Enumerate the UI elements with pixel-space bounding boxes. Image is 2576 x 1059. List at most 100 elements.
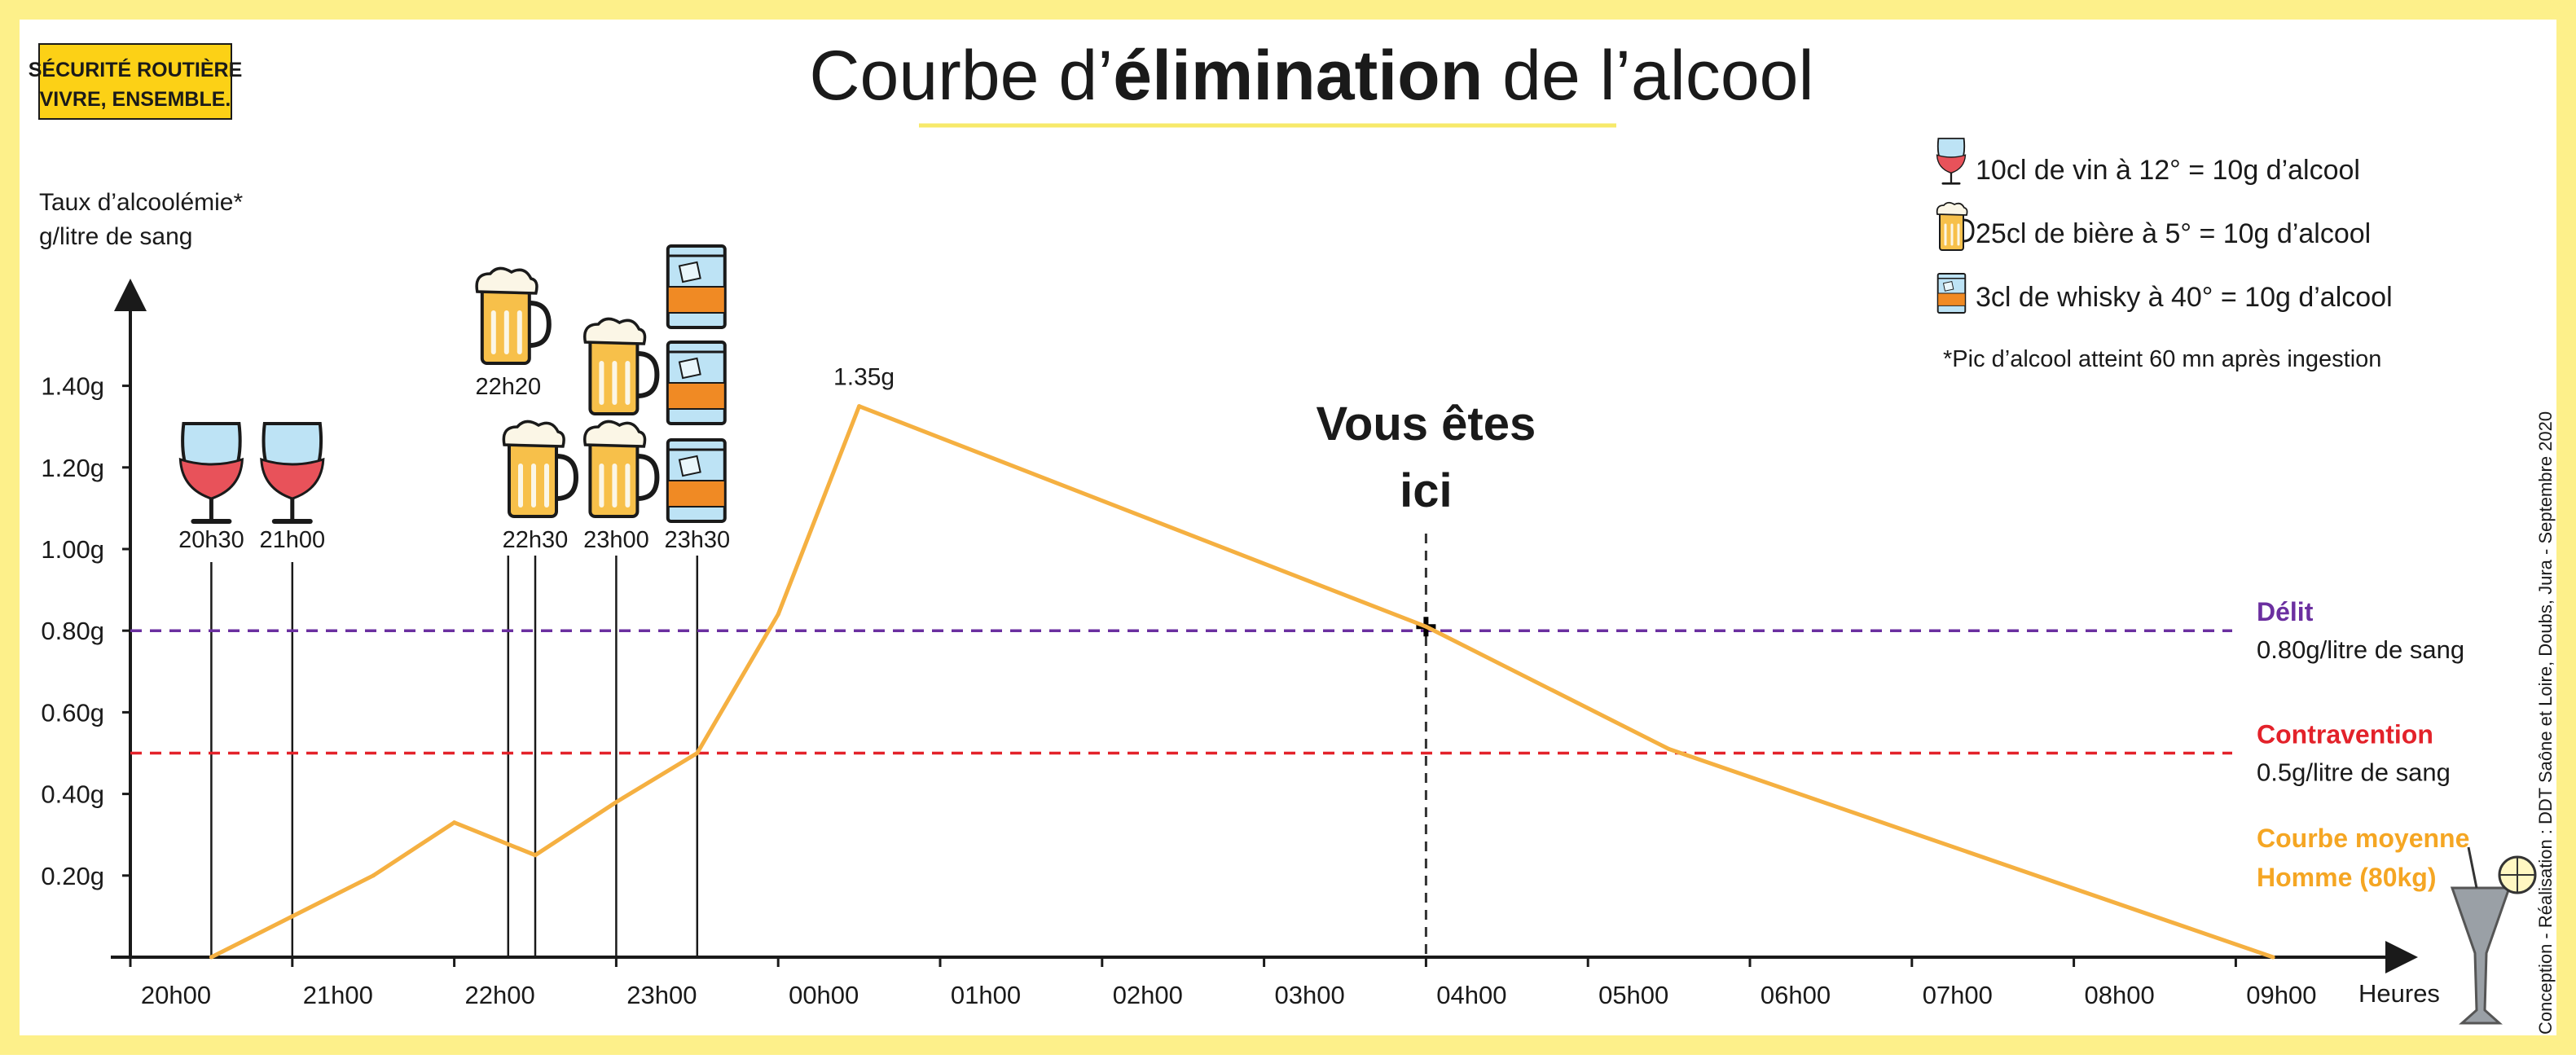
whisky-liquid [666, 382, 726, 410]
x-tick-label: 07h00 [1923, 981, 1993, 1009]
whisky-liquid [1937, 292, 1966, 306]
title-part1: Courbe d’ [809, 37, 1113, 115]
y-tick-label: 0.40g [41, 780, 104, 809]
y-tick-label: 0.80g [41, 617, 104, 645]
x-tick-label: 00h00 [789, 981, 859, 1009]
series-line-homme-80kg [210, 404, 2274, 960]
whisky-liquid [666, 286, 726, 314]
x-tick-label: 05h00 [1598, 981, 1668, 1009]
series-point [776, 612, 780, 617]
series-layer [209, 404, 2275, 960]
series-point [2270, 955, 2275, 960]
x-tick-label: 23h00 [626, 981, 697, 1009]
series-point [209, 955, 213, 960]
x-tick-label: 08h00 [2084, 981, 2154, 1009]
beer-handle [637, 351, 660, 398]
series-point [533, 853, 538, 858]
beer-mug-icon [1936, 201, 1975, 251]
y-axis-label-line2: g/litre de sang [39, 223, 192, 250]
beer-drink-icon: 22h30 [502, 420, 579, 553]
wine-drink-icon: 21h00 [259, 422, 325, 553]
drink-time-label: 21h00 [259, 527, 325, 553]
content-area [20, 20, 2556, 1035]
beer-drink-icon: 23h00 [583, 317, 660, 553]
series-point [695, 751, 700, 755]
wine-liquid [260, 457, 325, 500]
legend-wine: 10cl de vin à 12° = 10g d’alcool [1976, 155, 2360, 186]
drink-time-label: 22h20 [475, 374, 541, 400]
whisky-ice [678, 357, 701, 380]
whisky-glass-icon [1936, 273, 1967, 314]
drink-time-label: 20h30 [178, 527, 244, 553]
x-tick-label: 02h00 [1113, 981, 1183, 1009]
series-legend-line1: Courbe moyenne [2257, 824, 2469, 853]
legend-whisky: 3cl de whisky à 40° = 10g d’alcool [1976, 282, 2393, 313]
series-point [857, 404, 862, 409]
threshold-sublabel: 0.80g/litre de sang [2257, 635, 2464, 664]
y-tick-label: 1.20g [41, 454, 104, 482]
series-point [1423, 624, 1428, 629]
threshold-lines: Délit 0.80g/litre de sang Contravention 0.5… [130, 597, 2464, 787]
series-point [452, 820, 457, 825]
here-label-line2: ici [1400, 464, 1453, 517]
legend-beer: 25cl de bière à 5° = 10g d’alcool [1976, 218, 2371, 249]
title-part2: de l’alcool [1483, 37, 1813, 115]
series-legend-line2: Homme (80kg) [2257, 863, 2437, 892]
wine-liquid [1936, 154, 1967, 174]
beer-handle [1963, 218, 1975, 243]
threshold-label: Contravention [2257, 720, 2433, 749]
whisky-ice [1942, 280, 1954, 292]
beer-handle [637, 454, 660, 501]
y-tick-label: 1.40g [41, 372, 104, 401]
drink-time-lines [210, 556, 699, 957]
drink-time-label: 22h30 [503, 527, 569, 553]
x-tick-label: 06h00 [1761, 981, 1831, 1009]
beer-foam [583, 420, 647, 448]
page-title: Courbe d’élimination de l’alcool [809, 37, 1813, 115]
x-tick-label: 22h00 [464, 981, 534, 1009]
beer-handle [529, 301, 552, 348]
whisky-drink-icon: 23h30 [664, 244, 730, 553]
title-bold: élimination [1113, 37, 1483, 115]
securite-routiere-logo: SÉCURITÉ ROUTIÈRE VIVRE, ENSEMBLE. [29, 43, 243, 120]
series-point [371, 873, 376, 878]
beer-foam [475, 266, 538, 295]
drink-time-label: 23h30 [664, 527, 730, 553]
wine-drink-icon: 20h30 [178, 422, 244, 553]
cocktail-icon [2450, 846, 2537, 1025]
y-tick-label: 0.20g [41, 862, 104, 890]
drink-icons: 20h30 21h00 22h20 22h30 23h00 23h30 [178, 244, 730, 553]
beer-foam [502, 420, 565, 448]
x-tick-label: 20h00 [141, 981, 211, 1009]
drink-legend: 10cl de vin à 12° = 10g d’alcool 25cl de… [1936, 138, 2393, 372]
x-ticks: 20h00 21h00 22h00 23h00 00h00 01h00 02h00 03h00… [129, 957, 2317, 1009]
wine-liquid [178, 457, 244, 500]
wine-glass-icon [1936, 138, 1967, 185]
x-axis-label: Heures [2358, 979, 2440, 1008]
peak-label: 1.35g [833, 364, 895, 391]
beer-drink-icon: 22h20 [475, 266, 552, 400]
legend-note: *Pic d’alcool atteint 60 mn après ingest… [1943, 346, 2381, 372]
whisky-liquid [666, 480, 726, 508]
y-tick-label: 0.60g [41, 698, 104, 727]
series-point [1667, 746, 1672, 751]
x-tick-label: 01h00 [951, 981, 1021, 1009]
beer-handle [556, 454, 579, 501]
beer-foam [583, 317, 647, 345]
whisky-ice [678, 261, 701, 283]
credit-text: Conception - Réalisation : DDT Saône et … [2535, 411, 2556, 1035]
y-tick-label: 1.00g [41, 535, 104, 564]
x-tick-label: 21h00 [303, 981, 373, 1009]
y-axis-label-line1: Taux d’alcoolémie* [39, 189, 243, 216]
x-tick-label: 03h00 [1274, 981, 1344, 1009]
series-point [613, 800, 618, 805]
whisky-ice [678, 455, 701, 477]
threshold-sublabel: 0.5g/litre de sang [2257, 758, 2451, 787]
y-ticks: 0.20g 0.40g 0.60g 0.80g 1.00g 1.20g 1.40g [41, 372, 130, 890]
beer-foam [1936, 201, 1968, 216]
series-point [290, 914, 295, 919]
here-label-line1: Vous êtes [1317, 398, 1536, 450]
logo-line1: SÉCURITÉ ROUTIÈRE [29, 58, 243, 81]
